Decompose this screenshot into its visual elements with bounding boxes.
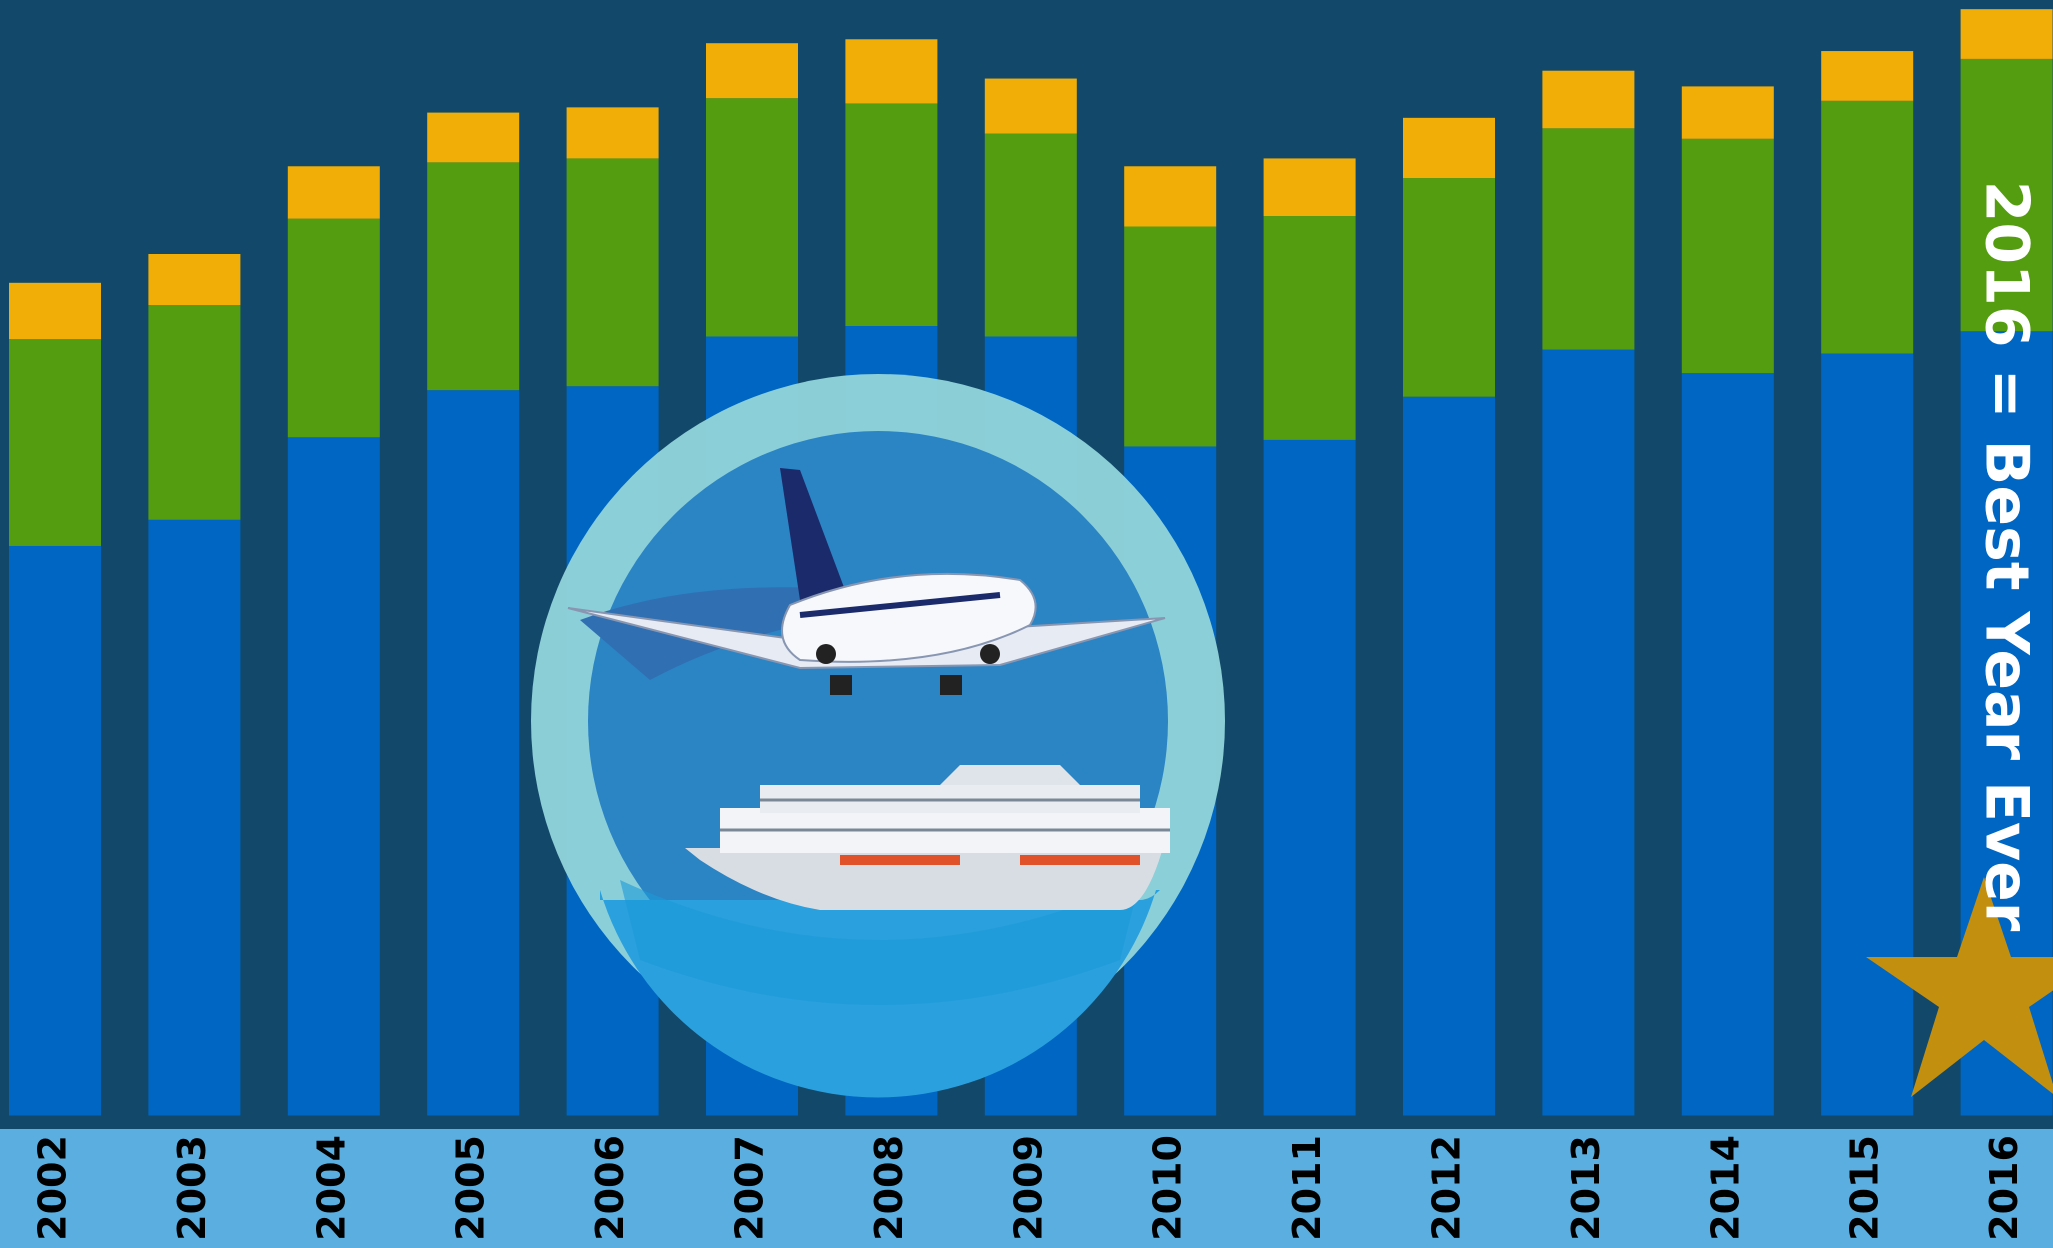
bar-segment [1263, 439, 1356, 1116]
bar-segment [287, 218, 380, 438]
bar-segment [1542, 128, 1635, 350]
x-tick-label: 2003 [170, 1135, 214, 1241]
ship [685, 765, 1170, 910]
x-tick-label: 2002 [31, 1135, 75, 1241]
bar-segment [1542, 349, 1635, 1116]
x-tick-label: 2005 [449, 1135, 493, 1241]
bar-segment [1821, 100, 1914, 354]
bar-segment [706, 98, 798, 337]
bar-segment [287, 166, 380, 219]
travel-illustration [531, 374, 1225, 1098]
x-tick-label: 2004 [309, 1135, 353, 1241]
x-tick-label: 2011 [1285, 1135, 1329, 1241]
bar-segment [566, 158, 659, 387]
bar-segment [1124, 226, 1217, 447]
x-tick-label: 2006 [588, 1135, 632, 1241]
bar-segment [1403, 396, 1495, 1116]
bar-segment [1960, 9, 2053, 59]
bar-segment [1681, 86, 1774, 139]
water-shade [620, 880, 1140, 1005]
x-tick-label: 2007 [728, 1135, 772, 1241]
x-tick-label: 2014 [1703, 1135, 1747, 1241]
bar-segment [148, 305, 241, 520]
bar-segment [1403, 117, 1495, 179]
bar-segment [984, 133, 1077, 337]
bar-segment [148, 519, 241, 1116]
bar-segment [427, 162, 520, 391]
bar-segment [9, 339, 101, 546]
bar-segment [287, 437, 380, 1116]
bar-segment [984, 78, 1077, 134]
bar-segment [148, 253, 241, 306]
bar-segment [1681, 373, 1774, 1116]
bar-segment [1681, 138, 1774, 374]
bar-segment [845, 103, 938, 327]
x-tick-label: 2013 [1564, 1135, 1608, 1241]
annotation: 2016 = Best Year Ever [1971, 181, 2041, 932]
x-tick-label: 2008 [867, 1135, 911, 1241]
bar-segment [566, 107, 659, 159]
bar-segment [1821, 353, 1914, 1116]
x-tick-label: 2012 [1425, 1135, 1469, 1241]
bar-segment [9, 545, 101, 1116]
axis-strip [0, 1129, 2053, 1248]
bar-segment [427, 112, 520, 163]
bar-segment [427, 390, 520, 1116]
bar-segment [1124, 166, 1217, 227]
airplane [567, 468, 1166, 695]
bar-segment [1263, 216, 1356, 440]
x-tick-label: 2016 [1982, 1135, 2026, 1241]
x-tick-label: 2010 [1146, 1135, 1190, 1241]
x-tick-label: 2015 [1843, 1135, 1887, 1241]
bar-segment [1403, 178, 1495, 397]
bar-segment [9, 282, 101, 340]
bar-segment [1821, 51, 1914, 101]
bar-segment [1960, 58, 2053, 332]
bar-segment [845, 39, 938, 104]
bar-segment [706, 43, 798, 99]
bar-segment [1263, 158, 1356, 217]
x-tick-label: 2009 [1006, 1135, 1050, 1241]
star [1866, 877, 2053, 1097]
bar-segment [1542, 70, 1635, 129]
